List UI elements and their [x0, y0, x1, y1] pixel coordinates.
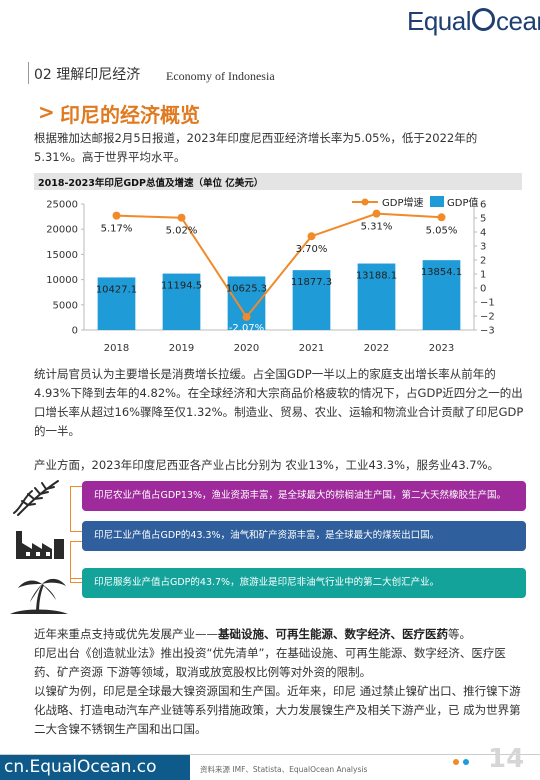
growth-value-label: 3.70% [296, 244, 328, 255]
gdp-chart: 0 5000 10000 15000 20000 25000 −3 −2 −1 0 1 2 3 4 5 6 20… [46, 196, 495, 354]
y-left-tick-label: 15000 [46, 250, 78, 261]
x-tick-label: 2022 [364, 343, 389, 354]
gdp-bar [357, 263, 396, 330]
x-tick-label: 2018 [104, 343, 129, 354]
growth-point [437, 213, 446, 222]
bar-value-label: 11194.5 [161, 281, 202, 292]
legend-growth-dot [361, 198, 369, 206]
industry-box: 印尼工业产值占GDP的43.3%，油气和矿产资源丰富，是全球最大的煤炭出口国。 [82, 521, 526, 551]
section-title: 02 理解印尼经济 [34, 67, 141, 83]
y-left-tick-label: 25000 [46, 200, 78, 211]
x-tick-label: 2019 [169, 343, 194, 354]
gdp-bar [162, 273, 201, 330]
footer-divider [0, 754, 540, 755]
intro-paragraph: 根据雅加达邮报2月5日报道，2023年印度尼西亚经济增长率为5.05%，低于20… [34, 131, 478, 164]
chart-title: 2018-2023年印尼GDP总值及增速（单位 亿美元） [38, 178, 264, 189]
legend-gdp-swatch [430, 196, 444, 207]
chevron-right-icon: > [38, 100, 55, 124]
y-left-tick-label: 10000 [46, 275, 78, 286]
growth-point [307, 232, 316, 241]
growth-point [112, 211, 121, 220]
legend-growth-label: GDP增速 [382, 196, 423, 209]
x-tick-label: 2021 [299, 343, 324, 354]
growth-value-label: 5.17% [101, 224, 133, 235]
agriculture-box: 印尼农业产值占GDP13%，渔业资源丰富，是全球最大的棕榈油生产国，第二大天然橡… [82, 481, 526, 511]
service-bracket [70, 578, 83, 579]
bar-value-label: 13854.1 [421, 267, 462, 278]
policy-section: 近年来重点支持或优先发展产业——基础设施、可再生能源、数字经济、医疗医药等。 印… [34, 625, 524, 739]
legend-gdp-label: GDP值 [447, 196, 478, 209]
y-left-tick-label: 0 [72, 326, 78, 337]
policy-line1: 近年来重点支持或优先发展产业——基础设施、可再生能源、数字经济、医疗医药等。 [34, 627, 471, 641]
consumption-paragraph: 统计局官员认为主要增长是消费增长拉缓。占全国GDP一半以上的家庭支出增长率从前年… [34, 367, 524, 438]
gdp-bar [422, 260, 461, 330]
palm-island-icon [10, 578, 68, 614]
growth-value-label: 5.31% [361, 222, 393, 233]
bar-value-label: 10625.3 [226, 283, 267, 294]
policy-paragraph-2: 印尼出台《创造就业法》推出投资“优先清单”，在基础设施、可再生能源、数字经济、医… [34, 646, 506, 679]
page-dots-icon [453, 759, 469, 765]
growth-point [372, 209, 381, 218]
policy-paragraph-3: 以镍矿为例，印尼是全球最大镍资源国和生产国。近年来，印尼 通过禁止镍矿出口、推行… [34, 684, 521, 736]
growth-value-label: -2.07% [229, 323, 264, 334]
gdp-bar [292, 270, 331, 330]
y-left-tick-label: 5000 [53, 300, 78, 311]
section-divider [28, 62, 29, 84]
footer-source: 资料来源 IMF、Statista、EqualOcean Analysis [200, 765, 368, 774]
chart-title-bar [34, 173, 522, 190]
bar-value-label: 10427.1 [96, 284, 137, 295]
y-right-tick-label: −2 [480, 312, 495, 323]
growth-value-label: 5.02% [166, 226, 198, 237]
logo-o-ring [472, 8, 495, 31]
y-right-tick-label: 6 [480, 200, 486, 211]
x-tick-label: 2023 [429, 343, 454, 354]
bar-value-label: 13188.1 [356, 271, 397, 282]
agri-bracket [70, 486, 83, 532]
growth-point [242, 312, 251, 321]
page-heading: 印尼的经济概览 [60, 103, 200, 127]
footer-url[interactable]: cn.EqualOcean.co [0, 755, 190, 780]
y-right-tick-label: −1 [480, 298, 495, 309]
page-number: 14 [488, 744, 525, 774]
y-right-tick-label: 3 [480, 242, 486, 253]
y-right-tick-label: 2 [480, 256, 486, 267]
industry-bracket [70, 541, 83, 583]
y-right-tick-label: 1 [480, 270, 486, 281]
growth-point [177, 213, 186, 222]
equalocean-logo: Equalcean [407, 6, 540, 36]
y-right-tick-label: 5 [480, 214, 486, 225]
y-right-tick-label: 0 [480, 284, 486, 295]
y-right-tick-label: 4 [480, 228, 486, 239]
x-tick-label: 2020 [234, 343, 259, 354]
factory-icon [16, 531, 64, 559]
growth-line [116, 212, 442, 319]
service-box: 印尼服务业产值占GDP的43.7%，旅游业是印尼非油气行业中的第二大创汇产业。 [82, 568, 526, 598]
y-right-tick-label: −3 [480, 326, 495, 337]
gdp-bar [227, 276, 266, 330]
industry-paragraph: 产业方面，2023年印度尼西亚各产业占比分别为 农业13%，工业43.3%，服务… [34, 458, 500, 472]
section-title-en: Economy of Indonesia [166, 69, 275, 83]
gdp-bar [97, 277, 136, 330]
growth-value-label: 5.05% [426, 225, 458, 236]
bar-value-label: 11877.3 [291, 277, 332, 288]
wheat-icon [13, 480, 59, 516]
y-left-tick-label: 20000 [46, 225, 78, 236]
